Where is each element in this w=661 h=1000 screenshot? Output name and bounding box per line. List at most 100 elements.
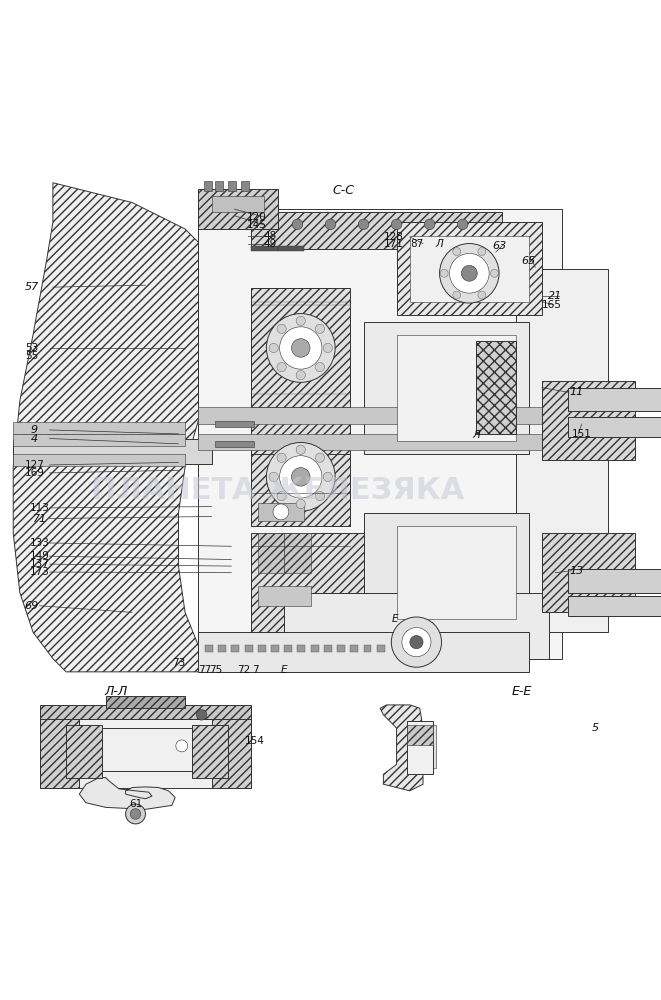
Text: 5: 5: [592, 723, 598, 733]
Text: 7: 7: [253, 665, 259, 675]
Polygon shape: [212, 718, 251, 788]
Polygon shape: [258, 586, 311, 606]
Polygon shape: [397, 526, 516, 619]
Text: 65: 65: [522, 256, 536, 266]
Polygon shape: [13, 434, 185, 446]
Circle shape: [269, 472, 278, 481]
Text: 49: 49: [263, 239, 276, 249]
Text: 61: 61: [129, 799, 142, 809]
Polygon shape: [241, 181, 249, 191]
Circle shape: [266, 314, 335, 382]
Polygon shape: [106, 696, 185, 708]
Circle shape: [296, 316, 305, 325]
Polygon shape: [251, 533, 383, 632]
Circle shape: [126, 804, 145, 824]
Circle shape: [280, 456, 322, 498]
Polygon shape: [350, 645, 358, 652]
Circle shape: [277, 324, 286, 333]
Polygon shape: [251, 454, 350, 526]
Text: 69: 69: [24, 601, 39, 611]
Text: 57: 57: [24, 282, 39, 292]
Circle shape: [315, 324, 325, 333]
Circle shape: [457, 219, 468, 230]
Polygon shape: [337, 645, 345, 652]
Text: 71: 71: [32, 514, 47, 524]
Circle shape: [315, 363, 325, 372]
Text: 63: 63: [492, 241, 506, 251]
Text: 87: 87: [410, 239, 423, 249]
Text: 128: 128: [383, 232, 403, 242]
Polygon shape: [377, 645, 385, 652]
Circle shape: [266, 442, 335, 511]
Polygon shape: [542, 533, 635, 612]
Text: 165: 165: [542, 300, 562, 310]
Polygon shape: [204, 181, 212, 191]
Text: 9: 9: [31, 425, 38, 435]
Polygon shape: [407, 725, 433, 745]
Text: 73: 73: [172, 658, 185, 668]
Text: 21: 21: [548, 291, 563, 301]
Polygon shape: [364, 645, 371, 652]
Circle shape: [391, 219, 402, 230]
Text: 4: 4: [31, 434, 38, 444]
Polygon shape: [192, 725, 228, 778]
Polygon shape: [568, 388, 661, 411]
Text: E: E: [392, 614, 399, 624]
Circle shape: [277, 453, 286, 462]
Polygon shape: [13, 454, 185, 466]
Circle shape: [292, 468, 310, 486]
Polygon shape: [251, 212, 502, 249]
Polygon shape: [228, 181, 236, 191]
Text: E: E: [281, 665, 288, 675]
Circle shape: [277, 491, 286, 501]
Polygon shape: [258, 645, 266, 652]
Polygon shape: [215, 441, 254, 447]
Polygon shape: [245, 645, 253, 652]
Polygon shape: [212, 196, 264, 212]
Polygon shape: [198, 632, 529, 672]
Polygon shape: [407, 721, 433, 774]
Polygon shape: [568, 417, 661, 437]
Polygon shape: [13, 439, 212, 464]
Circle shape: [449, 253, 489, 293]
Circle shape: [296, 445, 305, 454]
Circle shape: [453, 291, 461, 299]
Text: 149: 149: [30, 551, 50, 561]
Text: 48: 48: [263, 231, 276, 241]
Text: 127: 127: [24, 460, 44, 470]
Text: 120: 120: [247, 212, 266, 222]
Circle shape: [478, 248, 486, 255]
Text: 169: 169: [24, 468, 44, 478]
Circle shape: [461, 265, 477, 281]
Circle shape: [269, 343, 278, 353]
Circle shape: [292, 219, 303, 230]
Text: 145: 145: [247, 220, 266, 230]
Circle shape: [315, 491, 325, 501]
Polygon shape: [102, 728, 192, 771]
Polygon shape: [79, 778, 175, 809]
Text: 55: 55: [25, 351, 38, 361]
Circle shape: [280, 327, 322, 369]
Text: 113: 113: [30, 503, 50, 513]
Polygon shape: [311, 645, 319, 652]
Polygon shape: [284, 533, 311, 573]
Text: 173: 173: [30, 567, 50, 577]
Circle shape: [176, 740, 188, 752]
Polygon shape: [251, 246, 278, 251]
Circle shape: [391, 617, 442, 667]
Polygon shape: [410, 236, 529, 302]
Circle shape: [323, 343, 332, 353]
Circle shape: [358, 219, 369, 230]
Circle shape: [402, 628, 431, 657]
Polygon shape: [568, 569, 661, 593]
Polygon shape: [215, 181, 223, 191]
Circle shape: [325, 219, 336, 230]
Polygon shape: [278, 246, 304, 251]
Polygon shape: [40, 718, 79, 788]
Circle shape: [440, 244, 499, 303]
Text: 77: 77: [198, 665, 212, 675]
Polygon shape: [284, 645, 292, 652]
Text: 151: 151: [572, 429, 592, 439]
Polygon shape: [476, 341, 516, 434]
Polygon shape: [364, 322, 529, 454]
